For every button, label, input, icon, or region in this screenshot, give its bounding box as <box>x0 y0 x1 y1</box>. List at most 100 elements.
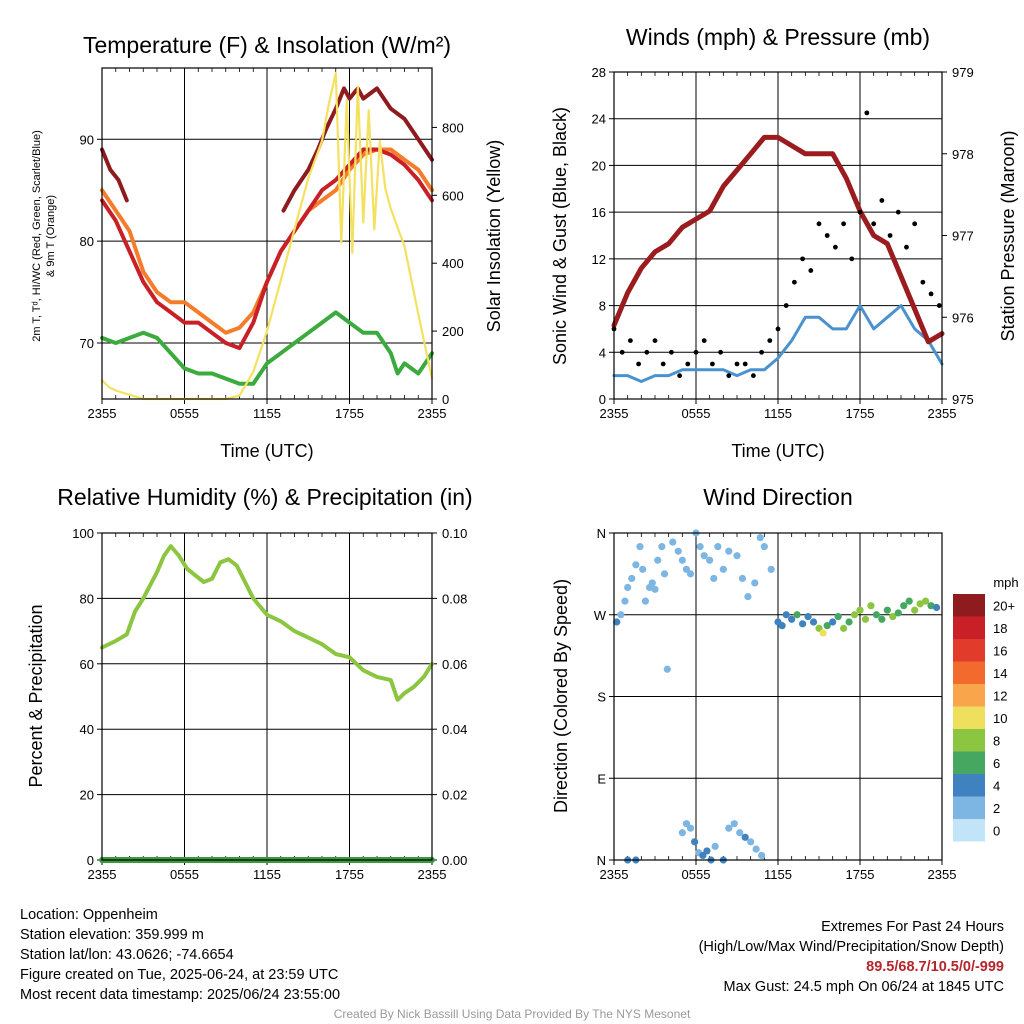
winds-gust-point <box>742 361 748 367</box>
humidity-frame <box>101 532 433 861</box>
direction-point <box>752 845 760 853</box>
temperature-y2-tick-label: 400 <box>442 256 464 271</box>
winds-panel-title: Winds (mph) & Pressure (mb) <box>626 24 930 50</box>
direction-point <box>867 602 875 610</box>
direction-point <box>669 538 677 546</box>
winds-y2-tick-label: 978 <box>952 147 974 162</box>
temperature-panel: Temperature (F) & Insolation (W/m²) 2355… <box>31 32 504 461</box>
winds-gust-point <box>816 221 822 227</box>
winds-gust-point <box>871 221 877 227</box>
temperature-series-3 <box>281 86 434 213</box>
winds-frame <box>613 71 943 400</box>
humidity-y2-tick-label: 0.04 <box>442 722 467 737</box>
winds-y-tick-label: 4 <box>599 345 606 360</box>
temperature-series-4 <box>100 310 434 386</box>
winds-gust-point <box>734 361 740 367</box>
winds-gust-point <box>636 361 641 367</box>
winds-gust-point <box>685 361 691 367</box>
winds-y-tick-label: 12 <box>592 252 606 267</box>
direction-point <box>840 624 848 632</box>
winds-panel: Winds (mph) & Pressure (mb) 2355 0555 1155… <box>550 24 1018 461</box>
winds-gust-point <box>808 268 814 273</box>
direction-point <box>872 611 881 619</box>
temperature-plot-area: 2355 0555 1155 1755 2355 70 80 90 0 200 400 600 800 <box>80 67 464 421</box>
direction-point <box>889 612 897 621</box>
winds-y-tick-label: 8 <box>599 299 606 314</box>
winds-gust-point <box>879 198 885 203</box>
winds-y2-tick-label: 975 <box>952 392 974 407</box>
legend-label: 14 <box>993 666 1007 681</box>
direction-point <box>703 847 711 855</box>
direction-point <box>861 615 870 623</box>
temperature-series-5 <box>100 72 434 401</box>
legend-label: 0 <box>993 823 1000 838</box>
winds-y-tick-label: 0 <box>599 392 606 407</box>
winds-gust-point <box>936 303 942 308</box>
extremes-values: 89.5/68.7/10.5/0/-999 <box>866 959 1004 975</box>
legend-label: 10 <box>993 711 1007 726</box>
winds-gust-point <box>710 361 715 367</box>
direction-point <box>744 592 752 601</box>
direction-point <box>617 611 625 619</box>
direction-point <box>778 622 786 630</box>
humidity-x-tick-label: 1155 <box>253 867 281 882</box>
winds-gust-point <box>751 373 756 379</box>
humidity-y-tick-label: 60 <box>80 657 94 672</box>
direction-point <box>686 824 695 832</box>
winds-gust-point <box>669 349 674 355</box>
station-info: Location: Oppenheim Station elevation: 3… <box>20 905 340 1005</box>
direction-point <box>736 829 744 837</box>
winds-x-tick-label: 2355 <box>928 406 957 421</box>
direction-point <box>767 565 775 573</box>
direction-point <box>823 622 831 630</box>
temperature-ylabel-line1: 2m T, Tᵈ, HI/WC (Red, Green, Scarlet/Blu… <box>31 130 43 342</box>
direction-y-tick-label: E <box>597 771 606 786</box>
winds-gust-point <box>759 349 764 355</box>
latlon-text: Station lat/lon: 43.0626; -74.6654 <box>20 947 234 963</box>
winds-y-tick-label: 20 <box>592 158 606 173</box>
direction-point <box>829 618 837 626</box>
legend-label: 12 <box>993 688 1007 703</box>
direction-point <box>674 547 682 555</box>
humidity-x-tick-label: 2355 <box>88 867 117 882</box>
temperature-y2-tick-label: 0 <box>442 392 449 407</box>
winds-x-tick-label: 2355 <box>600 406 629 421</box>
winds-gust-point <box>693 349 699 355</box>
speed-legend: mph 20+ 18 16 14 12 10 8 6 4 2 0 <box>953 575 1019 842</box>
legend-label: 2 <box>993 801 1000 816</box>
temperature-y2-tick-label: 600 <box>442 188 464 203</box>
winds-gust-point <box>849 256 855 262</box>
direction-y-tick-label: N <box>597 526 606 541</box>
winds-gust-point <box>644 349 650 355</box>
humidity-series-0 <box>100 544 434 702</box>
winds-y2-tick-label: 977 <box>952 229 974 244</box>
direction-point <box>809 618 818 626</box>
temperature-xlabel: Time (UTC) <box>220 441 313 461</box>
direction-point <box>624 583 632 592</box>
temperature-x-tick-label: 0555 <box>170 406 199 421</box>
direction-point <box>700 552 708 560</box>
direction-panel-title: Wind Direction <box>703 484 853 510</box>
winds-gust-point <box>887 233 893 238</box>
direction-point <box>730 820 738 828</box>
direction-x-tick-label: 2355 <box>600 867 629 882</box>
humidity-x-tick-label: 0555 <box>170 867 199 882</box>
legend-label: 8 <box>993 733 1000 748</box>
winds-x-tick-label: 0555 <box>682 406 711 421</box>
winds-gust-point <box>792 279 797 285</box>
temperature-y2-tick-label: 200 <box>442 324 464 339</box>
humidity-y2-tick-label: 0.00 <box>442 853 467 868</box>
winds-x-tick-label: 1755 <box>846 406 875 421</box>
winds-gust-point <box>920 279 926 285</box>
winds-gust-point <box>619 349 625 355</box>
humidity-panel-title: Relative Humidity (%) & Precipitation (i… <box>57 484 472 510</box>
extremes-legend: (High/Low/Max Wind/Precipitation/Snow De… <box>698 939 1004 955</box>
winds-gust-point <box>628 338 633 344</box>
winds-x-tick-label: 1155 <box>764 406 792 421</box>
direction-point <box>799 620 807 628</box>
legend-swatch <box>953 774 985 797</box>
winds-plot-area: 2355 0555 1155 1755 235504812162024289759769… <box>592 65 974 421</box>
direction-point <box>905 597 913 605</box>
direction-point <box>719 565 727 573</box>
